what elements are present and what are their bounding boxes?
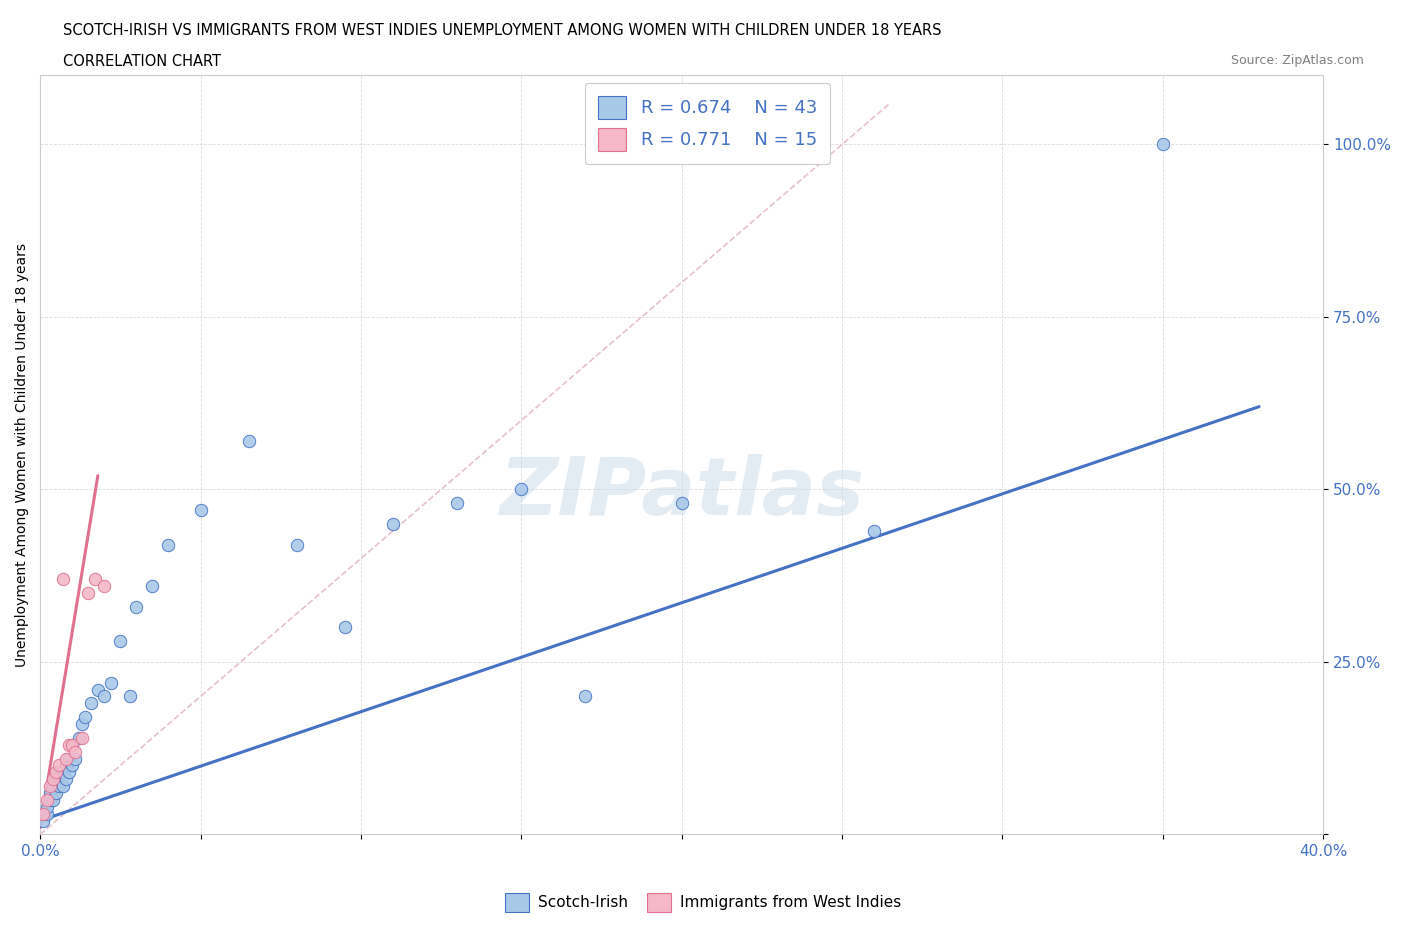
Point <box>80 696 103 711</box>
Point <box>67 730 90 745</box>
Point <box>110 634 132 649</box>
Point <box>382 516 405 531</box>
Point <box>48 765 70 780</box>
Point <box>65 751 87 766</box>
Point <box>58 751 80 766</box>
Text: SCOTCH-IRISH VS IMMIGRANTS FROM WEST INDIES UNEMPLOYMENT AMONG WOMEN WITH CHILDR: SCOTCH-IRISH VS IMMIGRANTS FROM WEST IND… <box>63 23 942 38</box>
Point <box>671 496 693 511</box>
Point <box>510 482 533 497</box>
Point <box>35 800 58 815</box>
Point <box>93 578 115 593</box>
Y-axis label: Unemployment Among Women with Children Under 18 years: Unemployment Among Women with Children U… <box>15 243 30 667</box>
Point <box>48 758 70 773</box>
Point <box>48 778 70 793</box>
Point <box>118 689 141 704</box>
Point <box>55 751 77 766</box>
Point <box>60 758 83 773</box>
Point <box>51 572 73 587</box>
Point <box>45 765 67 780</box>
Point <box>32 806 55 821</box>
Point <box>42 778 65 793</box>
Point <box>73 710 96 724</box>
Point <box>333 620 356 635</box>
Point <box>77 586 100 601</box>
Point <box>83 572 105 587</box>
Point <box>45 786 67 801</box>
Point <box>70 730 93 745</box>
Point <box>35 806 58 821</box>
Point <box>42 792 65 807</box>
Point <box>55 772 77 787</box>
Point <box>190 503 212 518</box>
Point <box>125 599 148 614</box>
Point <box>574 689 596 704</box>
Legend: Scotch-Irish, Immigrants from West Indies: Scotch-Irish, Immigrants from West Indie… <box>499 887 907 918</box>
Text: ZIPatlas: ZIPatlas <box>499 454 865 532</box>
Point <box>38 786 60 801</box>
Point <box>100 675 122 690</box>
Point <box>60 737 83 752</box>
Point <box>38 778 60 793</box>
Point <box>93 689 115 704</box>
Point <box>863 524 886 538</box>
Point <box>285 538 308 552</box>
Point <box>35 792 58 807</box>
Text: Source: ZipAtlas.com: Source: ZipAtlas.com <box>1230 54 1364 67</box>
Point <box>70 717 93 732</box>
Point <box>58 765 80 780</box>
Point <box>51 778 73 793</box>
Point <box>141 578 163 593</box>
Text: CORRELATION CHART: CORRELATION CHART <box>63 54 221 69</box>
Point <box>51 765 73 780</box>
Point <box>55 758 77 773</box>
Point <box>42 772 65 787</box>
Point <box>32 813 55 828</box>
Point <box>38 792 60 807</box>
Point <box>45 772 67 787</box>
Point <box>1152 137 1174 152</box>
Point <box>60 737 83 752</box>
Point <box>157 538 180 552</box>
Point <box>65 744 87 759</box>
Point <box>87 682 110 697</box>
Point <box>238 433 260 448</box>
Point <box>58 737 80 752</box>
Legend: R = 0.674    N = 43, R = 0.771    N = 15: R = 0.674 N = 43, R = 0.771 N = 15 <box>585 83 830 164</box>
Point <box>446 496 468 511</box>
